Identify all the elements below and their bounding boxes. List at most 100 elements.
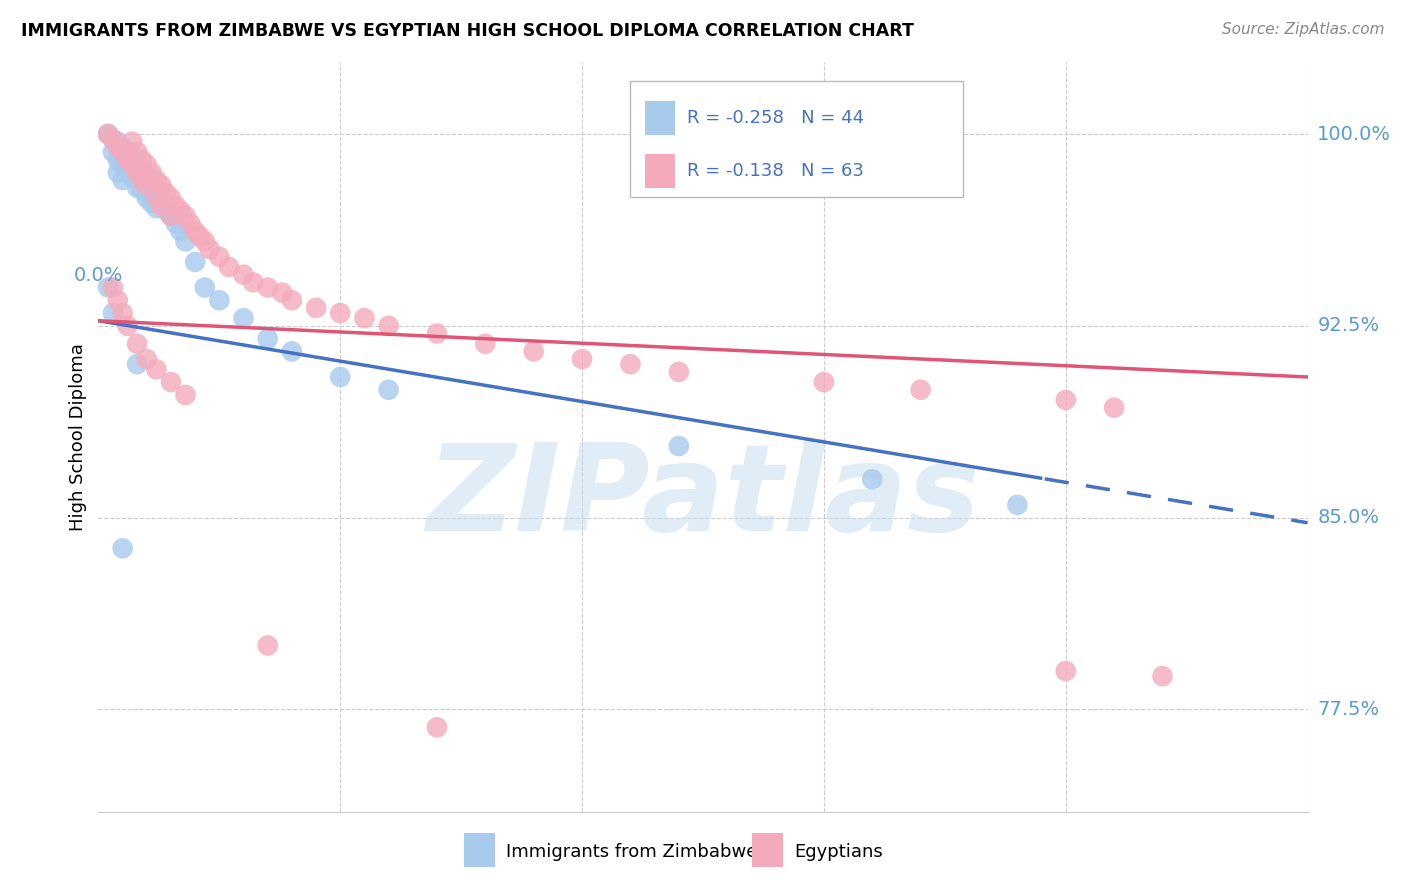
Point [377, 318, 399, 333]
Text: 0.0%: 0.0% [73, 266, 124, 285]
Text: 77.5%: 77.5% [1317, 700, 1379, 719]
Point [150, 199, 173, 213]
Point [117, 161, 139, 175]
Point [523, 344, 546, 359]
Point [131, 183, 153, 197]
Text: Source: ZipAtlas.com: Source: ZipAtlas.com [1222, 22, 1385, 37]
Point [101, 145, 124, 159]
Point [117, 145, 139, 159]
Text: 85.0%: 85.0% [1317, 508, 1379, 527]
Point [135, 170, 157, 185]
Point [160, 375, 183, 389]
Point [145, 191, 167, 205]
Point [232, 268, 254, 282]
Text: R = -0.138   N = 63: R = -0.138 N = 63 [686, 162, 863, 180]
Point [141, 178, 163, 193]
Point [194, 280, 217, 294]
Point [232, 311, 254, 326]
Point [97, 127, 120, 141]
Point [131, 173, 153, 187]
Point [174, 235, 197, 249]
Point [135, 352, 157, 367]
Point [426, 720, 449, 734]
Point [169, 224, 191, 238]
Point [271, 285, 294, 300]
Point [571, 352, 593, 367]
Point [619, 357, 641, 371]
Point [141, 165, 163, 179]
Text: Immigrants from Zimbabwe: Immigrants from Zimbabwe [506, 843, 758, 861]
Point [242, 276, 264, 290]
Y-axis label: High School Diploma: High School Diploma [69, 343, 87, 531]
Text: IMMIGRANTS FROM ZIMBABWE VS EGYPTIAN HIGH SCHOOL DIPLOMA CORRELATION CHART: IMMIGRANTS FROM ZIMBABWE VS EGYPTIAN HIG… [21, 22, 914, 40]
Text: 100.0%: 100.0% [1317, 125, 1392, 144]
Point [1054, 392, 1077, 407]
Point [160, 209, 183, 223]
Point [155, 203, 177, 218]
Point [165, 199, 187, 213]
Point [281, 293, 304, 308]
Point [127, 357, 149, 371]
Point [107, 140, 129, 154]
Point [174, 388, 197, 402]
Point [111, 145, 134, 159]
Point [131, 165, 153, 179]
Point [184, 255, 207, 269]
Point [150, 178, 173, 193]
Point [111, 541, 134, 556]
Point [353, 311, 375, 326]
Point [813, 375, 835, 389]
Point [111, 173, 134, 187]
Point [305, 301, 328, 315]
Point [101, 132, 124, 146]
Point [101, 132, 124, 146]
Point [426, 326, 449, 341]
Point [179, 217, 201, 231]
Point [256, 332, 278, 346]
Point [111, 158, 134, 172]
Point [184, 224, 207, 238]
Point [121, 170, 143, 185]
Point [668, 365, 690, 379]
Point [910, 383, 932, 397]
Point [169, 203, 191, 218]
Point [107, 135, 129, 149]
Point [160, 191, 183, 205]
Point [111, 140, 134, 154]
Point [145, 183, 167, 197]
Point [668, 439, 690, 453]
Point [188, 229, 211, 244]
Point [127, 145, 149, 159]
Point [377, 383, 399, 397]
Point [127, 336, 149, 351]
Point [155, 186, 177, 200]
Point [121, 158, 143, 172]
Point [1102, 401, 1125, 415]
Point [150, 191, 173, 205]
Point [101, 280, 124, 294]
Point [474, 336, 496, 351]
Point [121, 135, 143, 149]
Point [174, 209, 197, 223]
Point [135, 191, 157, 205]
Point [117, 318, 139, 333]
Point [208, 293, 231, 308]
Point [135, 178, 157, 193]
Point [165, 217, 187, 231]
Point [1152, 669, 1174, 683]
Point [208, 250, 231, 264]
Point [107, 293, 129, 308]
Point [329, 306, 352, 320]
Point [97, 280, 120, 294]
Point [141, 196, 163, 211]
Point [145, 201, 167, 215]
Point [329, 370, 352, 384]
Point [107, 153, 129, 167]
Point [145, 173, 167, 187]
Text: Egyptians: Egyptians [794, 843, 883, 861]
Text: 92.5%: 92.5% [1317, 317, 1379, 335]
Point [160, 209, 183, 223]
Point [281, 344, 304, 359]
Point [1007, 498, 1029, 512]
Point [97, 127, 120, 141]
